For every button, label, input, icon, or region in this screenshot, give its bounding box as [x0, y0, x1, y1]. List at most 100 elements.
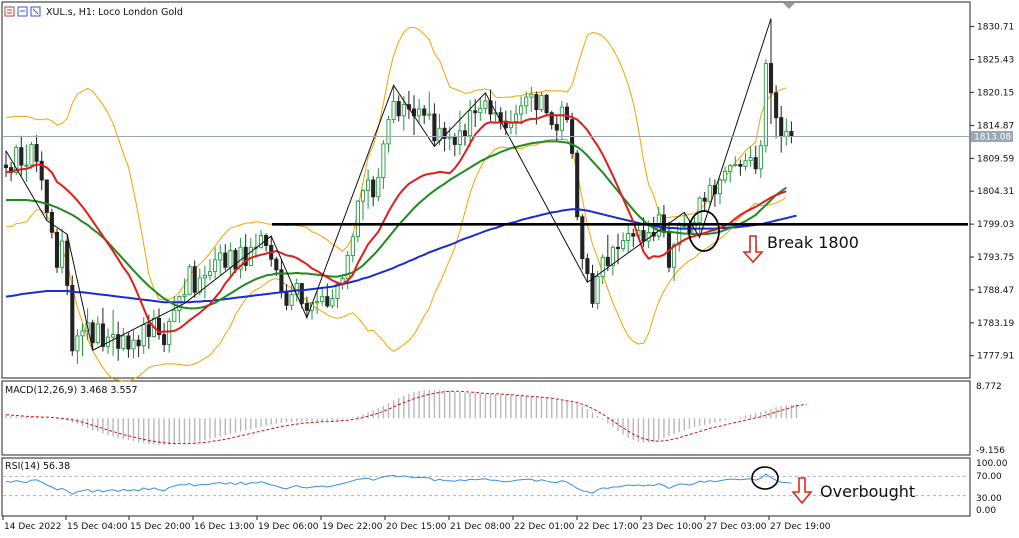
- candle-body: [284, 290, 289, 306]
- down-arrow-icon[interactable]: [791, 477, 813, 505]
- candle: [162, 322, 167, 353]
- time-tick-label: 15 Dec 20:00: [130, 522, 191, 532]
- candle: [80, 323, 85, 357]
- candle: [702, 191, 707, 211]
- price-tick-label: 1804.31: [977, 187, 1014, 197]
- candle: [539, 91, 544, 113]
- candle-body: [360, 190, 366, 202]
- candle: [564, 102, 570, 123]
- candle-body: [748, 157, 753, 162]
- candle-body: [580, 216, 585, 260]
- candle-body: [60, 240, 65, 268]
- candle-body: [600, 256, 605, 278]
- candle: [768, 18, 774, 124]
- candle: [519, 96, 524, 125]
- candle-body: [452, 136, 457, 145]
- candle-body: [717, 179, 723, 195]
- candle: [396, 95, 401, 122]
- candle-body: [330, 298, 335, 307]
- price-tick-label: 1799.03: [977, 220, 1014, 230]
- rsi-level-30: 30.00: [976, 494, 1002, 504]
- candle-body: [585, 258, 590, 275]
- overbought-circle[interactable]: [751, 466, 779, 490]
- time-tick-label: 14 Dec 2022: [4, 522, 62, 532]
- overbought-annotation[interactable]: Overbought: [820, 482, 915, 501]
- bollinger-bands: [6, 26, 787, 382]
- candle: [610, 245, 615, 276]
- candle: [422, 105, 427, 124]
- candle: [54, 228, 60, 273]
- candle-body: [386, 119, 391, 145]
- candle-body: [182, 294, 187, 298]
- candle-body: [462, 130, 468, 137]
- candle-body: [697, 197, 702, 223]
- rsi-line: [5, 473, 792, 495]
- candle-body: [248, 246, 253, 266]
- candle: [605, 234, 610, 271]
- ma-mid-line: [6, 140, 787, 310]
- down-arrow-icon[interactable]: [742, 235, 764, 264]
- current-price-tag: 1813.08: [971, 131, 1013, 143]
- candle: [126, 332, 131, 358]
- candle: [631, 228, 636, 248]
- candle: [156, 308, 162, 340]
- candle-body: [95, 323, 100, 344]
- svg-text:1813.08: 1813.08: [974, 133, 1011, 143]
- shift-marker-icon[interactable]: [783, 3, 795, 9]
- candle: [29, 142, 34, 169]
- candle: [743, 153, 748, 171]
- candle: [60, 228, 65, 274]
- candle: [70, 275, 75, 356]
- candle: [478, 97, 483, 121]
- candle-body: [595, 276, 600, 304]
- candle-body: [19, 147, 24, 166]
- candle-body: [447, 136, 452, 139]
- candle: [371, 176, 376, 207]
- candle-body: [3, 164, 9, 169]
- candle: [386, 115, 391, 153]
- candle: [289, 284, 294, 311]
- candle-body: [325, 296, 330, 307]
- candle-body: [207, 271, 213, 276]
- break-annotation[interactable]: Break 1800: [767, 233, 859, 252]
- candle-body: [437, 127, 442, 142]
- candle: [544, 94, 549, 116]
- candle: [207, 259, 213, 281]
- candle: [417, 99, 422, 123]
- candle-body: [34, 144, 39, 162]
- candle-body: [187, 266, 192, 296]
- candle: [116, 321, 121, 361]
- price-tick-label: 1783.19: [977, 319, 1014, 329]
- candle: [299, 282, 304, 309]
- candle: [707, 177, 712, 207]
- break-circle[interactable]: [688, 210, 720, 252]
- candle-body: [213, 259, 218, 273]
- candle: [483, 92, 488, 114]
- candle-body: [14, 147, 19, 173]
- candle: [315, 291, 320, 314]
- price-tick-label: 1820.15: [977, 88, 1014, 98]
- price-tick-label: 1788.47: [977, 286, 1014, 296]
- candle: [187, 264, 192, 296]
- price-tick-label: 1777.91: [977, 352, 1014, 362]
- candle-body: [289, 294, 294, 306]
- candle-body: [172, 309, 177, 322]
- candle: [549, 110, 554, 130]
- candle: [350, 233, 355, 263]
- time-tick-label: 19 Dec 22:00: [322, 522, 383, 532]
- time-tick-label: 21 Dec 08:00: [450, 522, 511, 532]
- candle-body: [738, 163, 743, 167]
- candle-body: [513, 113, 519, 124]
- candle-body: [539, 94, 544, 111]
- candle-body: [575, 152, 580, 218]
- candle: [391, 85, 396, 124]
- price-pane-frame: [1, 1, 971, 379]
- candle: [131, 330, 136, 359]
- candle: [121, 327, 126, 351]
- candle-body: [621, 240, 626, 250]
- chart-window-icon[interactable]: [4, 6, 15, 17]
- rsi-pane-frame: [1, 457, 971, 517]
- macd-label: MACD(12,26,9) 3.468 3.557: [5, 385, 138, 396]
- candle-body: [70, 284, 75, 352]
- macd-pane-frame: [1, 380, 971, 456]
